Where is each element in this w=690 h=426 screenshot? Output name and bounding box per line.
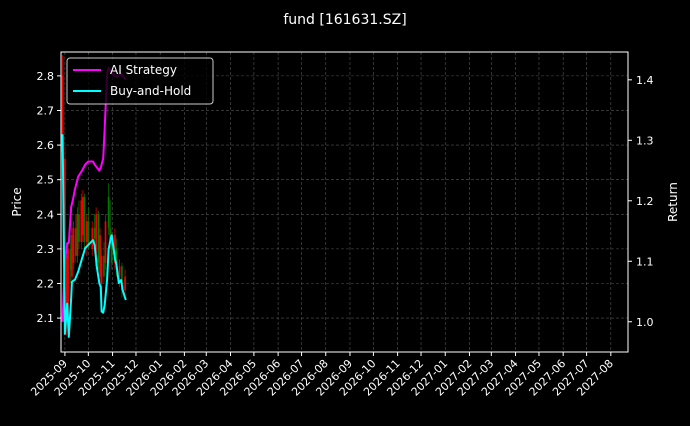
candle-body xyxy=(124,276,126,291)
x-axis: 2025-092025-102025-112025-122026-012026-… xyxy=(28,352,616,399)
candle-body xyxy=(104,221,107,263)
candle-body xyxy=(87,221,90,246)
candle-body xyxy=(91,228,94,249)
legend-label-bh: Buy-and-Hold xyxy=(110,84,191,98)
candle-body xyxy=(97,214,100,263)
candle-body xyxy=(64,158,66,256)
return-lines xyxy=(61,66,127,338)
candle-body xyxy=(67,248,69,319)
y-tick-label: 2.7 xyxy=(37,104,55,117)
candle-body xyxy=(115,248,118,270)
chart-title: fund [161631.SZ] xyxy=(283,12,406,28)
legend: AI Strategy Buy-and-Hold xyxy=(66,57,214,105)
candle-body xyxy=(71,235,73,277)
candle-body xyxy=(121,266,123,291)
y-tick-label: 2.3 xyxy=(37,243,55,256)
y-tick-label: 2.2 xyxy=(37,277,55,290)
candle-body xyxy=(74,228,77,256)
legend-label-ai: AI Strategy xyxy=(110,63,177,77)
candle-body xyxy=(107,196,110,229)
y-axis-right-label: Return xyxy=(666,182,680,222)
candle-body xyxy=(69,248,72,270)
y-tick-label: 2.4 xyxy=(37,208,55,221)
y-axis-right: 1.0 1.1 1.2 1.3 1.4 xyxy=(628,74,654,329)
y-right-tick-label: 1.4 xyxy=(636,74,654,87)
y-right-tick-label: 1.0 xyxy=(636,316,654,329)
candle-body xyxy=(103,255,105,277)
y-axis-left: 2.1 2.2 2.3 2.4 2.5 2.6 2.7 2.8 xyxy=(37,70,61,325)
candle-body xyxy=(100,255,103,284)
candle-body xyxy=(78,214,80,242)
y-tick-label: 2.5 xyxy=(37,174,55,187)
candle-body xyxy=(95,214,98,267)
candle-body xyxy=(65,255,68,319)
candle-body xyxy=(61,75,64,152)
candle-body xyxy=(109,228,112,242)
candle-body xyxy=(99,235,101,277)
candle-body xyxy=(80,200,83,242)
candle-body xyxy=(118,266,121,277)
y-right-tick-label: 1.2 xyxy=(636,195,654,208)
y-tick-label: 2.6 xyxy=(37,139,55,152)
y-axis-label: Price xyxy=(10,187,24,216)
candle-body xyxy=(113,235,116,263)
plot-frame xyxy=(60,51,629,353)
series-line-buy-and-hold xyxy=(61,134,127,338)
y-tick-label: 2.8 xyxy=(37,70,55,83)
y-tick-label: 2.1 xyxy=(37,312,55,325)
candle-body xyxy=(93,228,96,239)
candle-body xyxy=(83,196,86,242)
candle-body xyxy=(85,221,88,242)
y-right-tick-label: 1.3 xyxy=(636,134,654,147)
candle-body xyxy=(110,241,113,263)
candle-body xyxy=(72,228,75,263)
candle-body xyxy=(76,214,79,256)
candle-body xyxy=(81,196,84,236)
y-right-tick-label: 1.1 xyxy=(636,255,654,268)
